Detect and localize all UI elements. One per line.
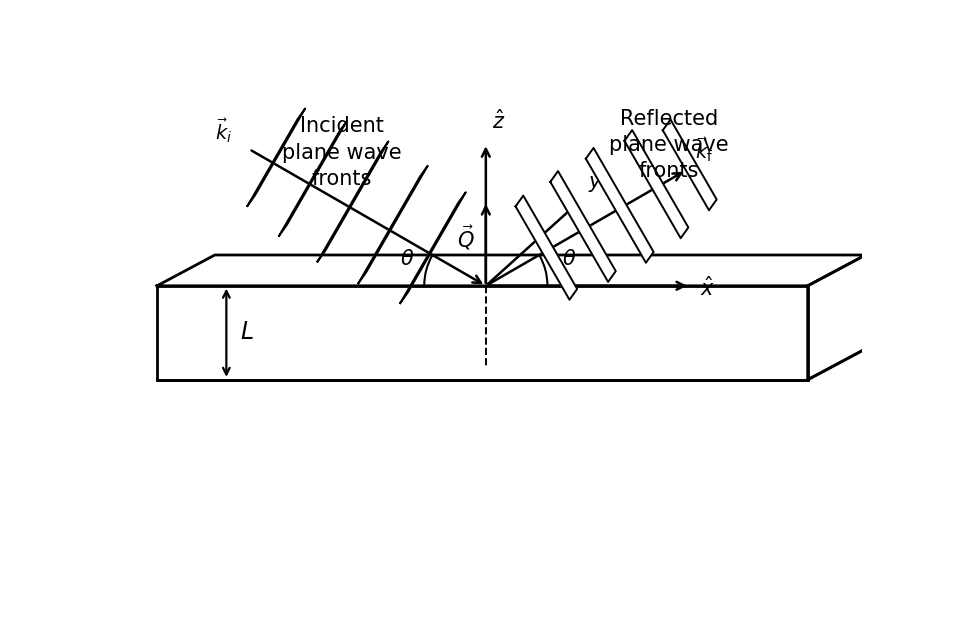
Text: Reflected
plane wave
fronts: Reflected plane wave fronts <box>610 109 729 181</box>
Polygon shape <box>662 120 717 210</box>
Text: $\hat{x}$: $\hat{x}$ <box>700 276 715 300</box>
Polygon shape <box>400 193 466 303</box>
Text: $\theta$: $\theta$ <box>562 249 576 269</box>
Polygon shape <box>586 148 654 263</box>
Polygon shape <box>624 130 688 238</box>
Text: Incident
plane wave
fronts: Incident plane wave fronts <box>282 117 401 189</box>
Text: $\hat{z}$: $\hat{z}$ <box>492 110 505 133</box>
Text: $\vec{Q}$: $\vec{Q}$ <box>457 223 474 252</box>
Polygon shape <box>279 121 347 236</box>
Text: $\hat{y}$: $\hat{y}$ <box>588 167 603 194</box>
Polygon shape <box>248 109 305 206</box>
Polygon shape <box>318 141 389 262</box>
Polygon shape <box>550 171 615 282</box>
Polygon shape <box>516 196 577 300</box>
Polygon shape <box>358 166 427 283</box>
Text: $L$: $L$ <box>240 321 254 344</box>
Text: $\vec{k}_{\mathrm{f}}$: $\vec{k}_{\mathrm{f}}$ <box>695 136 713 164</box>
Text: $\vec{k}_i$: $\vec{k}_i$ <box>215 117 232 145</box>
Text: $\theta$: $\theta$ <box>400 249 415 269</box>
